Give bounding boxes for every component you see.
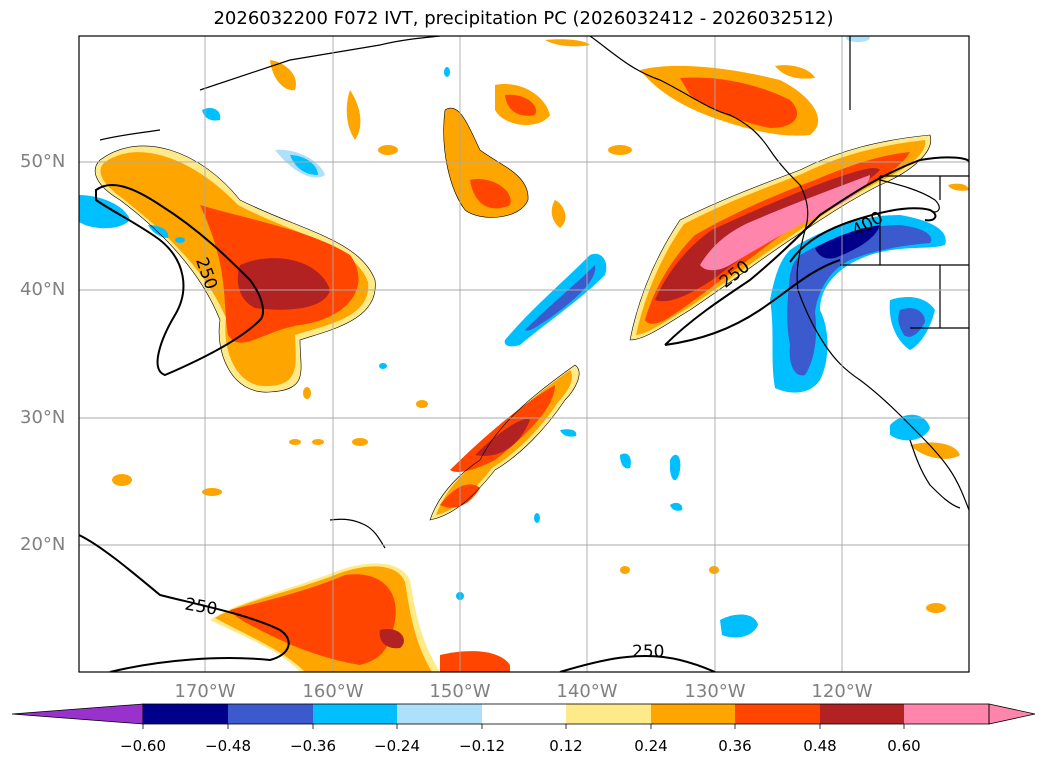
colorbar-tick-label: −0.60	[120, 737, 166, 755]
colorbar-tick-label: −0.12	[459, 737, 505, 755]
colorbar-extend-high	[988, 703, 1036, 725]
colorbar-tick-label: −0.24	[374, 737, 420, 755]
precip-negative-shading	[79, 36, 946, 638]
colorbar-tick-label: 0.24	[634, 737, 668, 755]
colorbar-tick-label: −0.48	[205, 737, 251, 755]
lon-label: 150°W	[429, 681, 491, 702]
lat-label: 30°N	[20, 407, 66, 428]
colorbar-tick-label: 0.60	[887, 737, 921, 755]
map-plot-area	[79, 36, 969, 672]
colorbar-tick-label: 0.48	[803, 737, 837, 755]
colorbar-bin	[904, 704, 989, 724]
lat-label: 40°N	[20, 279, 66, 300]
lon-label: 160°W	[302, 681, 364, 702]
colorbar-bin	[228, 704, 313, 724]
colorbar-tick-label: −0.36	[290, 737, 336, 755]
colorbar	[11, 703, 1036, 729]
lon-label: 120°W	[811, 681, 873, 702]
graticule	[79, 36, 969, 672]
colorbar-bin	[820, 704, 904, 724]
lon-label: 130°W	[684, 681, 746, 702]
colorbar-bin	[735, 704, 820, 724]
colorbar-bin	[313, 704, 397, 724]
lon-label: 140°W	[556, 681, 618, 702]
anomaly-outlines	[95, 107, 932, 521]
colorbar-bin	[143, 704, 228, 724]
map-frame	[78, 35, 970, 673]
lat-label: 20°N	[20, 534, 66, 555]
colorbar-extend-low	[11, 703, 144, 725]
colorbar-tick-label: 0.12	[549, 737, 583, 755]
colorbar-tick-label: 0.36	[718, 737, 752, 755]
ivt-contours	[79, 156, 969, 672]
colorbar-bin	[397, 704, 482, 724]
colorbar-bin	[651, 704, 735, 724]
coastlines	[99, 36, 969, 549]
colorbar-bin	[566, 704, 651, 724]
map-title: 2026032200 F072 IVT, precipitation PC (2…	[213, 8, 834, 29]
lat-label: 50°N	[20, 151, 66, 172]
colorbar-bin	[482, 704, 566, 724]
contour-label: 250	[632, 642, 664, 662]
lon-label: 170°W	[174, 681, 236, 702]
